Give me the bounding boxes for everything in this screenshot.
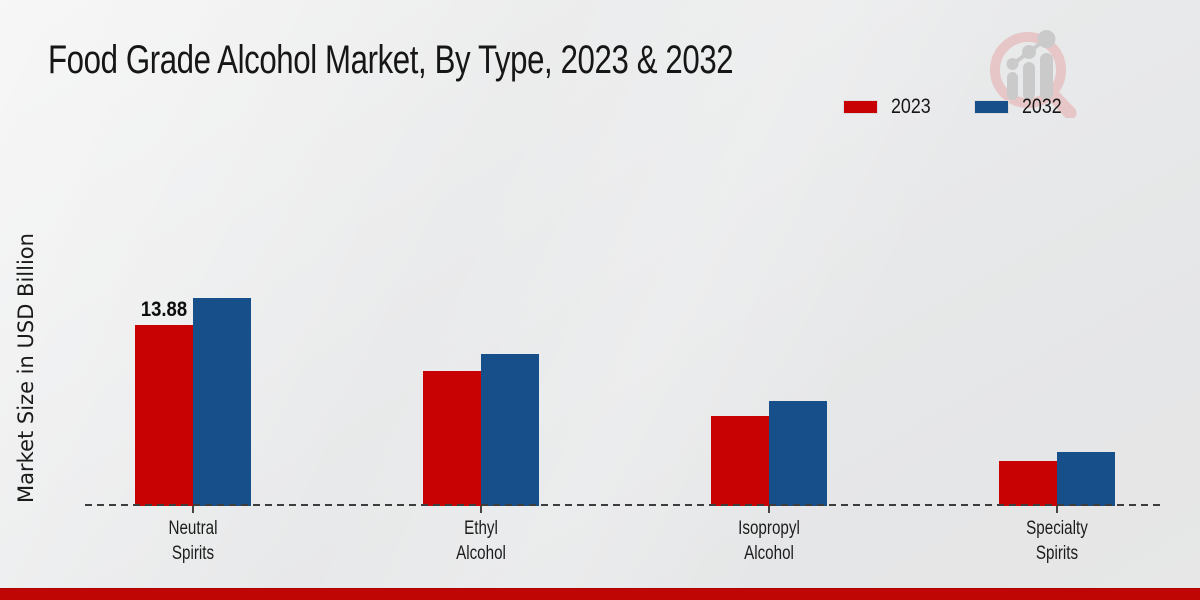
bar-2032-isopropyl-alcohol bbox=[769, 401, 827, 506]
bar-2023-neutral-spirits bbox=[135, 324, 193, 506]
legend-swatch-2032 bbox=[973, 100, 1009, 114]
bar-2023-ethyl-alcohol bbox=[423, 370, 481, 506]
legend-swatch-2023 bbox=[843, 100, 878, 114]
footer-accent-bar bbox=[0, 588, 1200, 600]
magnifier-bar-chart-logo-icon bbox=[990, 30, 1077, 118]
bar-2023-specialty-spirits bbox=[999, 460, 1057, 506]
bar-2032-specialty-spirits bbox=[1057, 451, 1115, 506]
legend: 2023 2032 bbox=[843, 95, 1068, 119]
bar-value-label: 13.88 bbox=[140, 297, 188, 321]
chart-title: Food Grade Alcohol Market, By Type, 2023… bbox=[48, 38, 734, 82]
y-axis-label: Market Size in USD Billion bbox=[14, 233, 38, 503]
category-label-ethyl-alcohol: Ethyl Alcohol bbox=[456, 518, 506, 564]
category-label-specialty-spirits: Specialty Spirits bbox=[1026, 518, 1088, 564]
x-axis-tick bbox=[480, 506, 482, 513]
x-axis-tick bbox=[1056, 506, 1058, 513]
bar-2023-isopropyl-alcohol bbox=[711, 416, 769, 506]
category-label-isopropyl-alcohol: Isopropyl Alcohol bbox=[738, 518, 800, 564]
legend-label-2032: 2032 bbox=[1021, 95, 1062, 118]
bar-2032-neutral-spirits bbox=[193, 297, 251, 506]
legend-item-2032: 2032 bbox=[973, 95, 1069, 119]
legend-label-2023: 2023 bbox=[891, 95, 931, 118]
zero-baseline bbox=[85, 504, 1163, 506]
legend-item-2023: 2023 bbox=[843, 95, 938, 119]
x-axis-tick bbox=[768, 506, 770, 513]
x-axis-tick bbox=[192, 506, 194, 513]
bar-2032-ethyl-alcohol bbox=[481, 354, 539, 506]
category-label-neutral-spirits: Neutral Spirits bbox=[168, 518, 218, 564]
plot-area: Neutral Spirits Ethyl Alcohol Isopropyl Al… bbox=[85, 140, 1163, 564]
